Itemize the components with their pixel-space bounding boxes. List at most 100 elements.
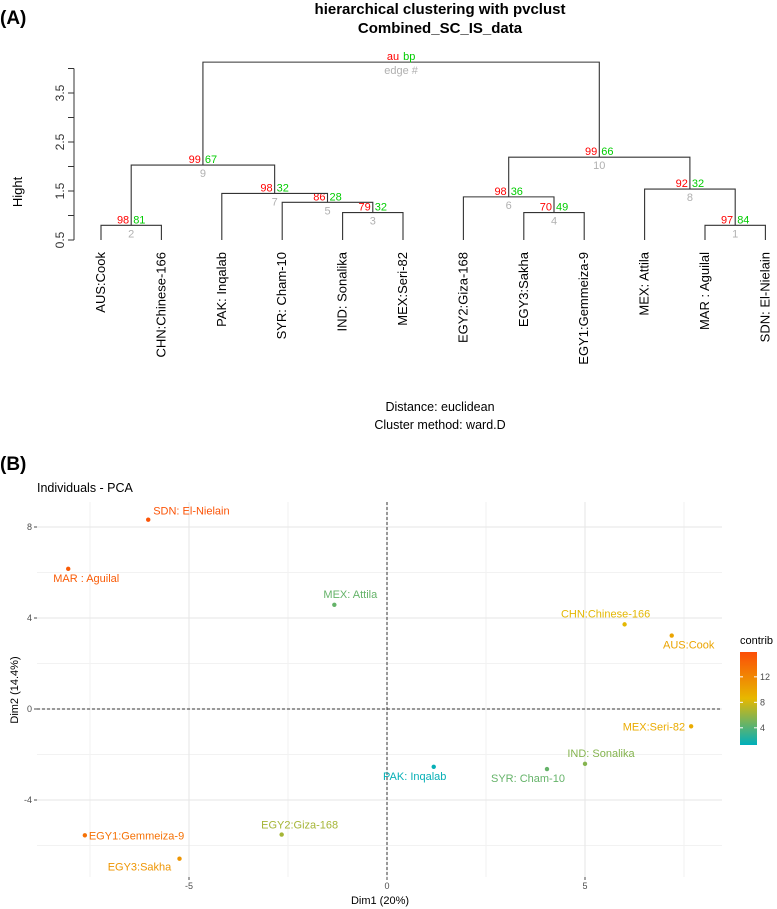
y-tick-label: 1.5 xyxy=(53,182,67,199)
au-value: 97 xyxy=(721,214,733,226)
pca-point-label: MAR : Aguilal xyxy=(53,573,119,585)
pca-point-label: MEX: Attila xyxy=(323,589,378,601)
y-tick-label: 0 xyxy=(27,704,32,714)
y-tick-label: 8 xyxy=(27,522,32,532)
edge-number: 2 xyxy=(128,228,134,240)
pca-point xyxy=(622,622,627,627)
legend-tick-label: 8 xyxy=(760,697,765,707)
dendrogram-y-axis-label: Hight xyxy=(10,176,25,207)
pca-y-axis-label: Dim2 (14.4%) xyxy=(9,656,21,723)
leaf-label: EGY1:Gemmeiza-9 xyxy=(576,252,591,365)
bp-value: 28 xyxy=(330,191,342,203)
au-value: 98 xyxy=(117,214,129,226)
legend-colorbar xyxy=(740,652,757,745)
pca-point xyxy=(279,832,284,837)
pca-point-label: EGY1:Gemmeiza-9 xyxy=(89,830,184,842)
x-tick-label: 5 xyxy=(582,881,587,891)
pca-point xyxy=(146,517,151,522)
x-tick-label: 0 xyxy=(384,881,389,891)
pca-point xyxy=(669,633,674,638)
dendrogram-subtitle: Combined_SC_IS_data xyxy=(358,20,523,37)
edge-number: 7 xyxy=(272,196,278,208)
y-tick-label: 4 xyxy=(27,613,32,623)
leaf-label: EGY3:Sakha xyxy=(516,251,531,327)
au-value: 92 xyxy=(676,178,688,190)
pca-point xyxy=(66,566,71,572)
pca-point-label: IND: Sonalika xyxy=(567,748,635,760)
contrib-legend: 4 8 12 xyxy=(740,652,770,745)
leaf-label: SDN: El-Nielain xyxy=(757,252,772,342)
au-value: 99 xyxy=(189,154,201,166)
leaf-label: PAK: Inqalab xyxy=(214,252,229,327)
leaf-label: SYR: Cham-10 xyxy=(274,252,289,339)
pca-point-label: EGY2:Giza-168 xyxy=(261,820,338,832)
legend-title: contrib xyxy=(740,635,773,647)
bp-value: 32 xyxy=(692,178,704,190)
au-value: 98 xyxy=(494,186,506,198)
leaf-label: AUS:Cook xyxy=(93,252,108,313)
pca-point xyxy=(688,724,694,729)
pca-point-label: SDN: El-Nielain xyxy=(153,506,229,518)
bp-value: 49 xyxy=(556,202,568,214)
bp-value: 32 xyxy=(277,182,289,194)
bp-value: 32 xyxy=(375,202,387,214)
dendrogram: 0.5 1.5 2.5 3.5 AUS:Cook CHN:Chinese-166 PAK: … xyxy=(53,51,772,365)
dendrogram-title: hierarchical clustering with pvclust xyxy=(315,1,566,18)
au-value: 98 xyxy=(260,182,272,194)
legend-tick-label: 12 xyxy=(760,672,770,682)
pca-point xyxy=(582,761,588,767)
bp-value: 84 xyxy=(737,214,749,226)
pca-point-label: SYR: Cham-10 xyxy=(491,773,565,785)
au-value: 99 xyxy=(585,146,597,158)
pca-point-label: CHN:Chinese-166 xyxy=(561,608,650,620)
leaf-label: IND: Sonalika xyxy=(335,251,350,331)
x-tick-label: -5 xyxy=(185,881,193,891)
edge-number: edge # xyxy=(384,65,419,77)
pca-point-label: PAK: Inqalab xyxy=(383,771,446,783)
bp-value: 81 xyxy=(133,214,145,226)
leaf-label: MEX:Seri-82 xyxy=(395,252,410,326)
panel-b-label: (B) xyxy=(0,454,26,475)
pca-point xyxy=(332,602,337,608)
edge-number: 4 xyxy=(551,216,557,228)
pca-point-label: AUS:Cook xyxy=(663,640,715,652)
au-value: 86 xyxy=(313,191,325,203)
edge-number: 6 xyxy=(506,200,512,212)
leaf-label: CHN:Chinese-166 xyxy=(153,252,168,358)
panel-a-label: (A) xyxy=(0,8,26,29)
edge-number: 3 xyxy=(370,216,376,228)
pca-point xyxy=(431,764,436,769)
y-tick-label: -4 xyxy=(24,795,32,805)
bp-value: bp xyxy=(403,51,415,63)
leaf-label: EGY2:Giza-168 xyxy=(455,252,470,343)
leaf-label: MAR : Aguilal xyxy=(697,252,712,330)
pca-x-axis-label: Dim1 (20%) xyxy=(351,895,409,907)
edge-number: 1 xyxy=(732,228,738,240)
y-tick-label: 0.5 xyxy=(53,231,67,248)
cluster-method-label: Cluster method: ward.D xyxy=(374,418,505,432)
distance-label: Distance: euclidean xyxy=(385,400,494,414)
pca-point xyxy=(177,856,182,861)
edge-number: 5 xyxy=(324,205,330,217)
pca-title: Individuals - PCA xyxy=(37,481,134,495)
au-value: au xyxy=(387,51,399,63)
bp-value: 67 xyxy=(205,154,217,166)
y-tick-label: 3.5 xyxy=(53,84,67,101)
pca-point-label: EGY3:Sakha xyxy=(108,862,172,874)
edge-number: 10 xyxy=(593,160,605,172)
edge-number: 9 xyxy=(200,168,206,180)
pca-point xyxy=(544,766,550,772)
pca-point-label: MEX:Seri-82 xyxy=(623,721,685,733)
y-tick-label: 2.5 xyxy=(53,133,67,150)
au-value: 70 xyxy=(540,202,552,214)
legend-tick-label: 4 xyxy=(760,723,765,733)
dendrogram-branch xyxy=(202,61,600,166)
bp-value: 66 xyxy=(601,146,613,158)
pca-point xyxy=(82,833,88,838)
leaf-label: MEX: Attila xyxy=(637,251,652,315)
pca-plot: -5 0 5 -4 0 4 8 SDN: El-Nielain MAR : Aguilal MEX… xyxy=(24,502,722,891)
au-value: 79 xyxy=(359,202,371,214)
bp-value: 36 xyxy=(511,186,523,198)
edge-number: 8 xyxy=(687,192,693,204)
